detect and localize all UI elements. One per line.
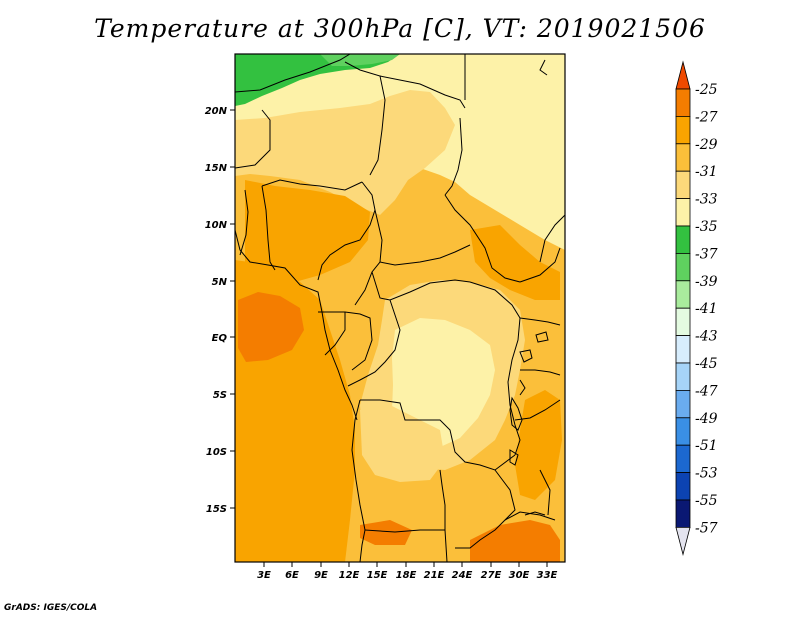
colorbar-bottom-arrow xyxy=(675,527,691,556)
field-congo-pale xyxy=(392,318,495,448)
colorbar-label: -57 xyxy=(695,520,718,536)
colorbar-label: -35 xyxy=(695,219,718,235)
field-orange-east xyxy=(515,390,562,500)
colorbar-segment xyxy=(675,472,691,501)
lat-label-10n: 10N xyxy=(205,220,228,231)
colorbar: -25 -27 -29 -31 -33 -35 -37 -39 -41 -43 -45 -47 -49 -… xyxy=(675,60,718,556)
field-deep-orange-west xyxy=(238,292,304,362)
colorbar-segment xyxy=(675,417,691,446)
lon-label-15e: 15E xyxy=(367,570,388,581)
colorbar-segment xyxy=(675,252,691,282)
field-green-light xyxy=(320,54,400,66)
colorbar-segment xyxy=(675,499,691,528)
colorbar-segment xyxy=(675,198,691,227)
colorbar-label: -25 xyxy=(695,82,718,98)
colorbar-top-arrow xyxy=(675,60,691,90)
colorbar-label: -53 xyxy=(695,466,718,482)
lon-label-9e: 9E xyxy=(314,570,328,581)
colorbar-segment xyxy=(675,225,691,254)
colorbar-label: -49 xyxy=(695,411,718,427)
map-frame xyxy=(234,53,566,563)
colorbar-segment xyxy=(675,280,691,309)
field-angola-yellow xyxy=(360,405,445,482)
lon-label-18e: 18E xyxy=(396,570,417,581)
colorbar-label: -41 xyxy=(695,301,718,317)
lat-label-15s: 15S xyxy=(206,504,227,515)
grads-credit: GrADS: IGES/COLA xyxy=(4,603,98,613)
field-deep-orange-south xyxy=(470,520,560,562)
lat-label-5n: 5N xyxy=(212,277,228,288)
lon-label-33e: 33E xyxy=(537,570,558,581)
lon-label-21e: 21E xyxy=(424,570,445,581)
lon-label-30e: 30E xyxy=(509,570,530,581)
field-orange-sudan xyxy=(470,225,560,300)
lon-label-27e: 27E xyxy=(481,570,502,581)
lat-label-5s: 5S xyxy=(213,390,227,401)
country-borders xyxy=(235,54,565,562)
longitude-axis: 3E 6E 9E 12E 15E 18E 21E 24E 27E 30E 33E xyxy=(257,562,558,581)
lon-label-3e: 3E xyxy=(257,570,271,581)
field-green-north xyxy=(235,54,400,106)
colorbar-label: -39 xyxy=(695,274,718,290)
colorbar-label: -55 xyxy=(695,493,718,509)
colorbar-segment xyxy=(675,307,691,337)
colorbar-label: -29 xyxy=(695,137,718,153)
colorbar-segment xyxy=(675,143,691,172)
colorbar-segment xyxy=(675,362,691,391)
colorbar-segment xyxy=(675,170,691,199)
latitude-axis: 20N 15N 10N 5N EQ 5S 10S 15S xyxy=(205,106,235,515)
colorbar-segment xyxy=(675,444,691,474)
temperature-map xyxy=(235,54,565,562)
field-yellow-north xyxy=(235,90,455,215)
colorbar-segment xyxy=(675,88,691,117)
colorbar-segment xyxy=(675,335,691,364)
map-title: Temperature at 300hPa [C], VT: 201902150… xyxy=(94,14,706,43)
colorbar-segment xyxy=(675,389,691,419)
colorbar-label: -43 xyxy=(695,329,718,345)
colorbar-label: -51 xyxy=(695,438,718,454)
colorbar-label: -37 xyxy=(695,246,718,262)
colorbar-label: -33 xyxy=(695,192,718,208)
colorbar-label: -45 xyxy=(695,356,718,372)
lat-label-10s: 10S xyxy=(206,447,227,458)
lon-label-24e: 24E xyxy=(452,570,473,581)
colorbar-segment xyxy=(675,116,691,145)
lon-label-6e: 6E xyxy=(285,570,299,581)
lon-label-12e: 12E xyxy=(339,570,360,581)
lat-label-20n: 20N xyxy=(205,106,228,117)
lat-label-15n: 15N xyxy=(205,163,228,174)
colorbar-label: -47 xyxy=(695,383,718,399)
colorbar-label: -31 xyxy=(695,164,718,180)
field-deep-orange-sw xyxy=(360,520,412,545)
lat-label-eq: EQ xyxy=(212,333,228,344)
colorbar-label: -27 xyxy=(695,109,718,125)
